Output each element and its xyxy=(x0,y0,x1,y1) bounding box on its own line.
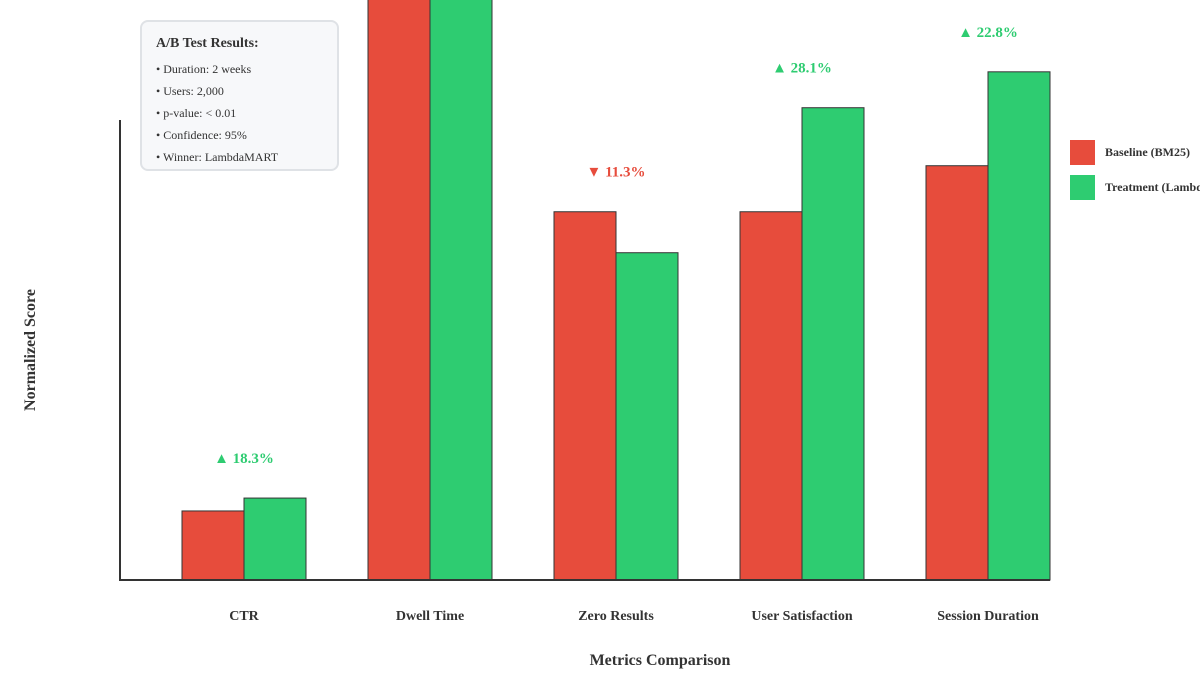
annotation-zero-results: ▼ 11.3% xyxy=(586,165,645,181)
bar-dwell-time-treatment xyxy=(429,0,493,581)
annotation-session-duration: ▲ 22.8% xyxy=(958,25,1018,41)
x-tick-label-session-duration: Session Duration xyxy=(937,609,1039,624)
bar-zero-results-treatment xyxy=(615,252,679,581)
x-tick-label-ctr: CTR xyxy=(229,609,259,624)
x-tick-label-user-satisfaction: User Satisfaction xyxy=(751,609,852,624)
info-line-winner: • Winner: LambdaMART xyxy=(156,150,279,164)
legend-item-baseline: Baseline (BM25) xyxy=(1070,140,1200,165)
x-tick-label-dwell-time: Dwell Time xyxy=(396,609,464,624)
info-line-users: • Users: 2,000 xyxy=(156,84,224,98)
y-axis-title: Normalized Score xyxy=(22,289,39,411)
info-box-title: A/B Test Results: xyxy=(156,36,259,51)
annotation-user-satisfaction: ▲ 28.1% xyxy=(772,61,832,77)
legend: Baseline (BM25) Treatment (LambdaMART) xyxy=(1070,140,1200,210)
legend-label-baseline: Baseline (BM25) xyxy=(1105,145,1190,159)
legend-swatch-treatment xyxy=(1070,175,1095,200)
info-line-duration: • Duration: 2 weeks xyxy=(156,62,252,76)
bar-ctr-baseline xyxy=(181,510,245,581)
legend-label-treatment: Treatment (LambdaMART) xyxy=(1105,180,1200,194)
bar-user-satisfaction-baseline xyxy=(739,211,803,581)
info-line-pvalue: • p-value: < 0.01 xyxy=(156,106,237,120)
info-line-confidence: • Confidence: 95% xyxy=(156,128,247,142)
bar-ctr-treatment xyxy=(243,497,307,581)
annotation-ctr: ▲ 18.3% xyxy=(214,451,274,467)
bar-session-duration-baseline xyxy=(925,165,989,581)
x-tick-label-zero-results: Zero Results xyxy=(578,609,654,624)
ab-test-info-box: A/B Test Results: • Duration: 2 weeks • … xyxy=(140,20,339,171)
bar-session-duration-treatment xyxy=(987,71,1051,581)
x-axis-title: Metrics Comparison xyxy=(590,652,731,669)
bar-zero-results-baseline xyxy=(553,211,617,581)
legend-swatch-baseline xyxy=(1070,140,1095,165)
bar-dwell-time-baseline xyxy=(367,0,431,581)
legend-item-treatment: Treatment (LambdaMART) xyxy=(1070,175,1200,200)
bar-user-satisfaction-treatment xyxy=(801,107,865,581)
